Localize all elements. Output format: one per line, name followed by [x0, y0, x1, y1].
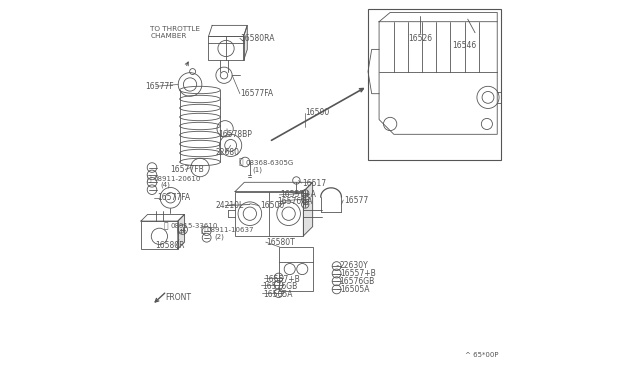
Text: 22630Y: 22630Y: [339, 261, 368, 270]
Text: 16500: 16500: [260, 201, 284, 210]
Text: 16557+A: 16557+A: [280, 190, 316, 199]
Bar: [235, 192, 303, 236]
Text: ⓜ: ⓜ: [164, 221, 168, 230]
Text: 16557+B: 16557+B: [264, 275, 300, 283]
Text: 16505A: 16505A: [340, 285, 370, 294]
Ellipse shape: [180, 122, 220, 130]
Text: (4): (4): [161, 182, 170, 188]
Text: ⓝ: ⓝ: [147, 174, 152, 183]
Text: 16576GB: 16576GB: [339, 277, 374, 286]
Text: 16580R: 16580R: [156, 241, 185, 250]
Text: 16576GB: 16576GB: [262, 282, 298, 291]
Text: 16526: 16526: [408, 34, 432, 43]
Text: FRONT: FRONT: [166, 293, 191, 302]
Text: 16500: 16500: [305, 108, 330, 118]
Text: 16580RA: 16580RA: [241, 34, 275, 43]
Text: (1): (1): [253, 166, 263, 173]
Polygon shape: [141, 214, 184, 221]
Polygon shape: [178, 214, 184, 249]
Ellipse shape: [180, 113, 220, 121]
Text: TO THROTTLE
CHAMBER: TO THROTTLE CHAMBER: [150, 26, 200, 39]
Text: ^ 65*00P: ^ 65*00P: [465, 352, 498, 358]
Text: (4): (4): [177, 229, 187, 235]
Text: 16546: 16546: [452, 41, 476, 50]
Text: 08915-33610: 08915-33610: [170, 223, 218, 229]
Polygon shape: [244, 25, 247, 61]
Text: 16577F: 16577F: [145, 82, 174, 91]
Ellipse shape: [180, 149, 220, 157]
Ellipse shape: [180, 131, 220, 139]
Polygon shape: [209, 36, 244, 61]
Polygon shape: [303, 182, 312, 236]
Text: 16577FA: 16577FA: [157, 193, 191, 202]
Text: 08911-20610: 08911-20610: [154, 176, 201, 182]
Polygon shape: [235, 182, 312, 192]
Text: 16517: 16517: [302, 179, 326, 187]
Text: 08911-10637: 08911-10637: [207, 227, 254, 233]
Bar: [141, 221, 178, 249]
Text: Ⓑ: Ⓑ: [239, 157, 244, 167]
Text: 08368-6305G: 08368-6305G: [245, 160, 294, 166]
Text: 16577FA: 16577FA: [241, 89, 274, 98]
Text: (2): (2): [214, 233, 224, 240]
Ellipse shape: [180, 95, 220, 103]
Text: 16577FB: 16577FB: [170, 165, 204, 174]
Text: 16578BP: 16578BP: [218, 130, 252, 139]
Ellipse shape: [180, 104, 220, 112]
Ellipse shape: [180, 158, 220, 166]
Text: 16577: 16577: [344, 196, 368, 205]
Bar: [368, 9, 501, 160]
Text: 16576GA: 16576GA: [278, 197, 313, 206]
Polygon shape: [209, 25, 247, 36]
Text: 16505A: 16505A: [263, 291, 292, 299]
Text: 16557+B: 16557+B: [340, 269, 376, 278]
Ellipse shape: [180, 140, 220, 148]
Bar: [280, 247, 312, 291]
Text: ⓝ: ⓝ: [201, 226, 205, 235]
Text: 24210L: 24210L: [216, 201, 244, 210]
Text: 22680: 22680: [216, 148, 240, 157]
Ellipse shape: [180, 86, 220, 94]
Text: 16580T: 16580T: [266, 238, 295, 247]
